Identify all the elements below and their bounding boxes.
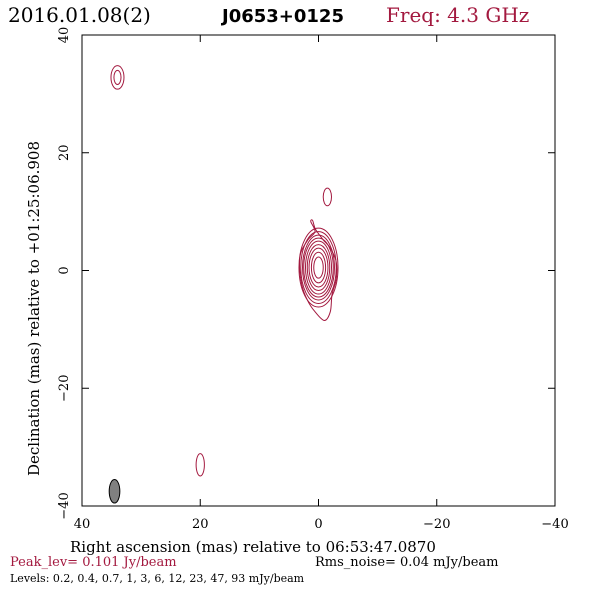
core-contour-4: [304, 240, 333, 295]
component-contour-0: [110, 65, 125, 90]
x-axis-label: Right ascension (mas) relative to 06:53:…: [70, 538, 436, 556]
source-name: J0653+0125: [220, 6, 344, 27]
observation-date: 2016.01.08(2): [8, 3, 151, 27]
y-tick-label-2: 0: [57, 266, 72, 274]
y-tick-label-1: −20: [57, 375, 72, 402]
core-contour-2: [308, 247, 329, 288]
y-tick-label-3: 20: [57, 144, 72, 161]
contour-levels: Levels: 0.2, 0.4, 0.7, 1, 3, 6, 12, 23, …: [10, 572, 305, 585]
core-contour-5: [303, 237, 334, 298]
core-contour-1: [310, 251, 327, 284]
beam-ellipse-group: [108, 479, 121, 504]
core-contour-0: [313, 256, 324, 279]
beam-ellipse: [108, 479, 121, 504]
y-axis-label: Declination (mas) relative to +01:25:06.…: [25, 141, 43, 476]
component-contour-2: [322, 187, 333, 207]
contour-lines: [110, 65, 339, 477]
rms-noise: Rms_noise= 0.04 mJy/beam: [315, 555, 498, 570]
core-contour-6: [302, 234, 335, 301]
frequency-label: Freq: 4.3 GHz: [386, 3, 529, 27]
y-tick-label-4: 40: [57, 27, 72, 44]
core-contour-3: [306, 244, 331, 292]
x-tick-labels: 40 20 0 −20 −40: [74, 517, 569, 532]
peak-level: Peak_lev= 0.101 Jy/beam: [10, 555, 177, 570]
core-contour-7: [300, 231, 337, 304]
x-tick-label-0: 40: [74, 517, 91, 532]
component-contour-3: [195, 453, 205, 477]
plot-frame: [81, 34, 556, 507]
y-tick-label-0: −40: [57, 492, 72, 519]
x-tick-label-1: 20: [192, 517, 209, 532]
core-outer-contour: [299, 219, 338, 322]
x-tick-label-3: −20: [423, 517, 450, 532]
component-contour-1: [113, 69, 122, 85]
y-tick-labels: −40 −20 0 20 40: [57, 27, 72, 520]
x-tick-label-4: −40: [541, 517, 568, 532]
axis-ticks: [81, 34, 556, 507]
x-tick-label-2: 0: [314, 517, 322, 532]
core-contour-8: [298, 227, 339, 308]
